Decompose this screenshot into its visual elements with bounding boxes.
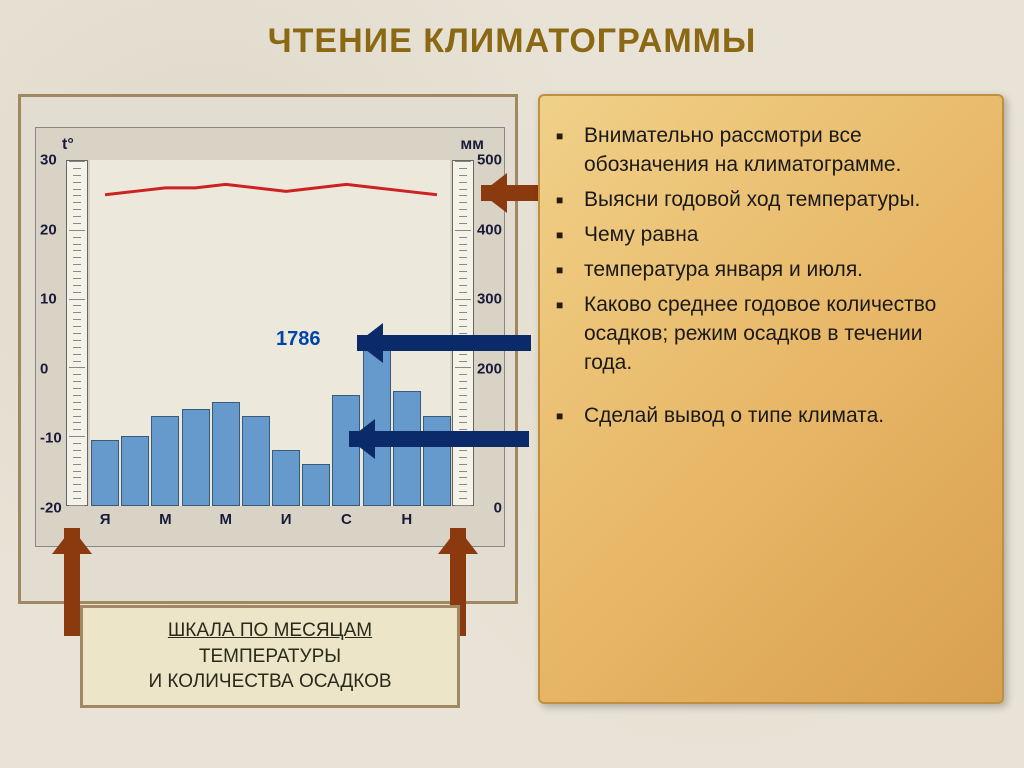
arrow-total — [357, 321, 547, 365]
x-tick: С — [341, 511, 352, 528]
bullet-item: Каково среднее годовое количество осадко… — [584, 291, 972, 378]
precip-bar — [91, 440, 119, 506]
precip-bar — [302, 464, 330, 506]
caption-line1: ШКАЛА ПО МЕСЯЦАМ — [99, 618, 441, 644]
bullet-item: температура января и июля. — [584, 256, 972, 285]
y-tick-right: 0 — [494, 500, 502, 517]
left-axis-label: t° — [62, 136, 74, 154]
bullet-item: Чему равна — [584, 221, 972, 250]
text-panel: Внимательно рассмотри все обозначения на… — [538, 94, 1004, 704]
precip-bar — [212, 402, 240, 506]
precip-bar — [272, 450, 300, 506]
bullet-item: Внимательно рассмотри все обозначения на… — [584, 122, 972, 180]
y-tick-left: -20 — [40, 500, 62, 517]
y-tick-left: 10 — [40, 291, 57, 308]
y-tick-left: 20 — [40, 221, 57, 238]
bullet-item: Выясни годовой ход температуры. — [584, 186, 972, 215]
y-tick-right: 300 — [477, 291, 502, 308]
arrow-bars — [349, 417, 549, 461]
y-tick-left: 0 — [40, 360, 48, 377]
annual-total: 1786 — [276, 328, 321, 351]
x-tick: М — [159, 511, 172, 528]
y-tick-left: 30 — [40, 152, 57, 169]
y-tick-right: 400 — [477, 221, 502, 238]
y-tick-right: 500 — [477, 152, 502, 169]
caption-line2: ТЕМПЕРАТУРЫ — [99, 644, 441, 670]
precip-bar — [151, 416, 179, 506]
x-tick: Н — [401, 511, 412, 528]
caption-line3: И КОЛИЧЕСТВА ОСАДКОВ — [99, 669, 441, 695]
y-tick-left: -10 — [40, 430, 62, 447]
precip-bar — [121, 436, 149, 506]
x-tick: И — [281, 511, 292, 528]
precip-bar — [182, 409, 210, 506]
caption-box: ШКАЛА ПО МЕСЯЦАМ ТЕМПЕРАТУРЫ И КОЛИЧЕСТВ… — [80, 605, 460, 708]
x-tick: М — [220, 511, 233, 528]
x-tick: Я — [100, 511, 111, 528]
page-title: ЧТЕНИЕ КЛИМАТОГРАММЫ — [0, 22, 1024, 61]
left-scale-bar — [66, 160, 88, 506]
precip-bar — [242, 416, 270, 506]
bullet-item: Сделай вывод о типе климата. — [584, 402, 972, 431]
